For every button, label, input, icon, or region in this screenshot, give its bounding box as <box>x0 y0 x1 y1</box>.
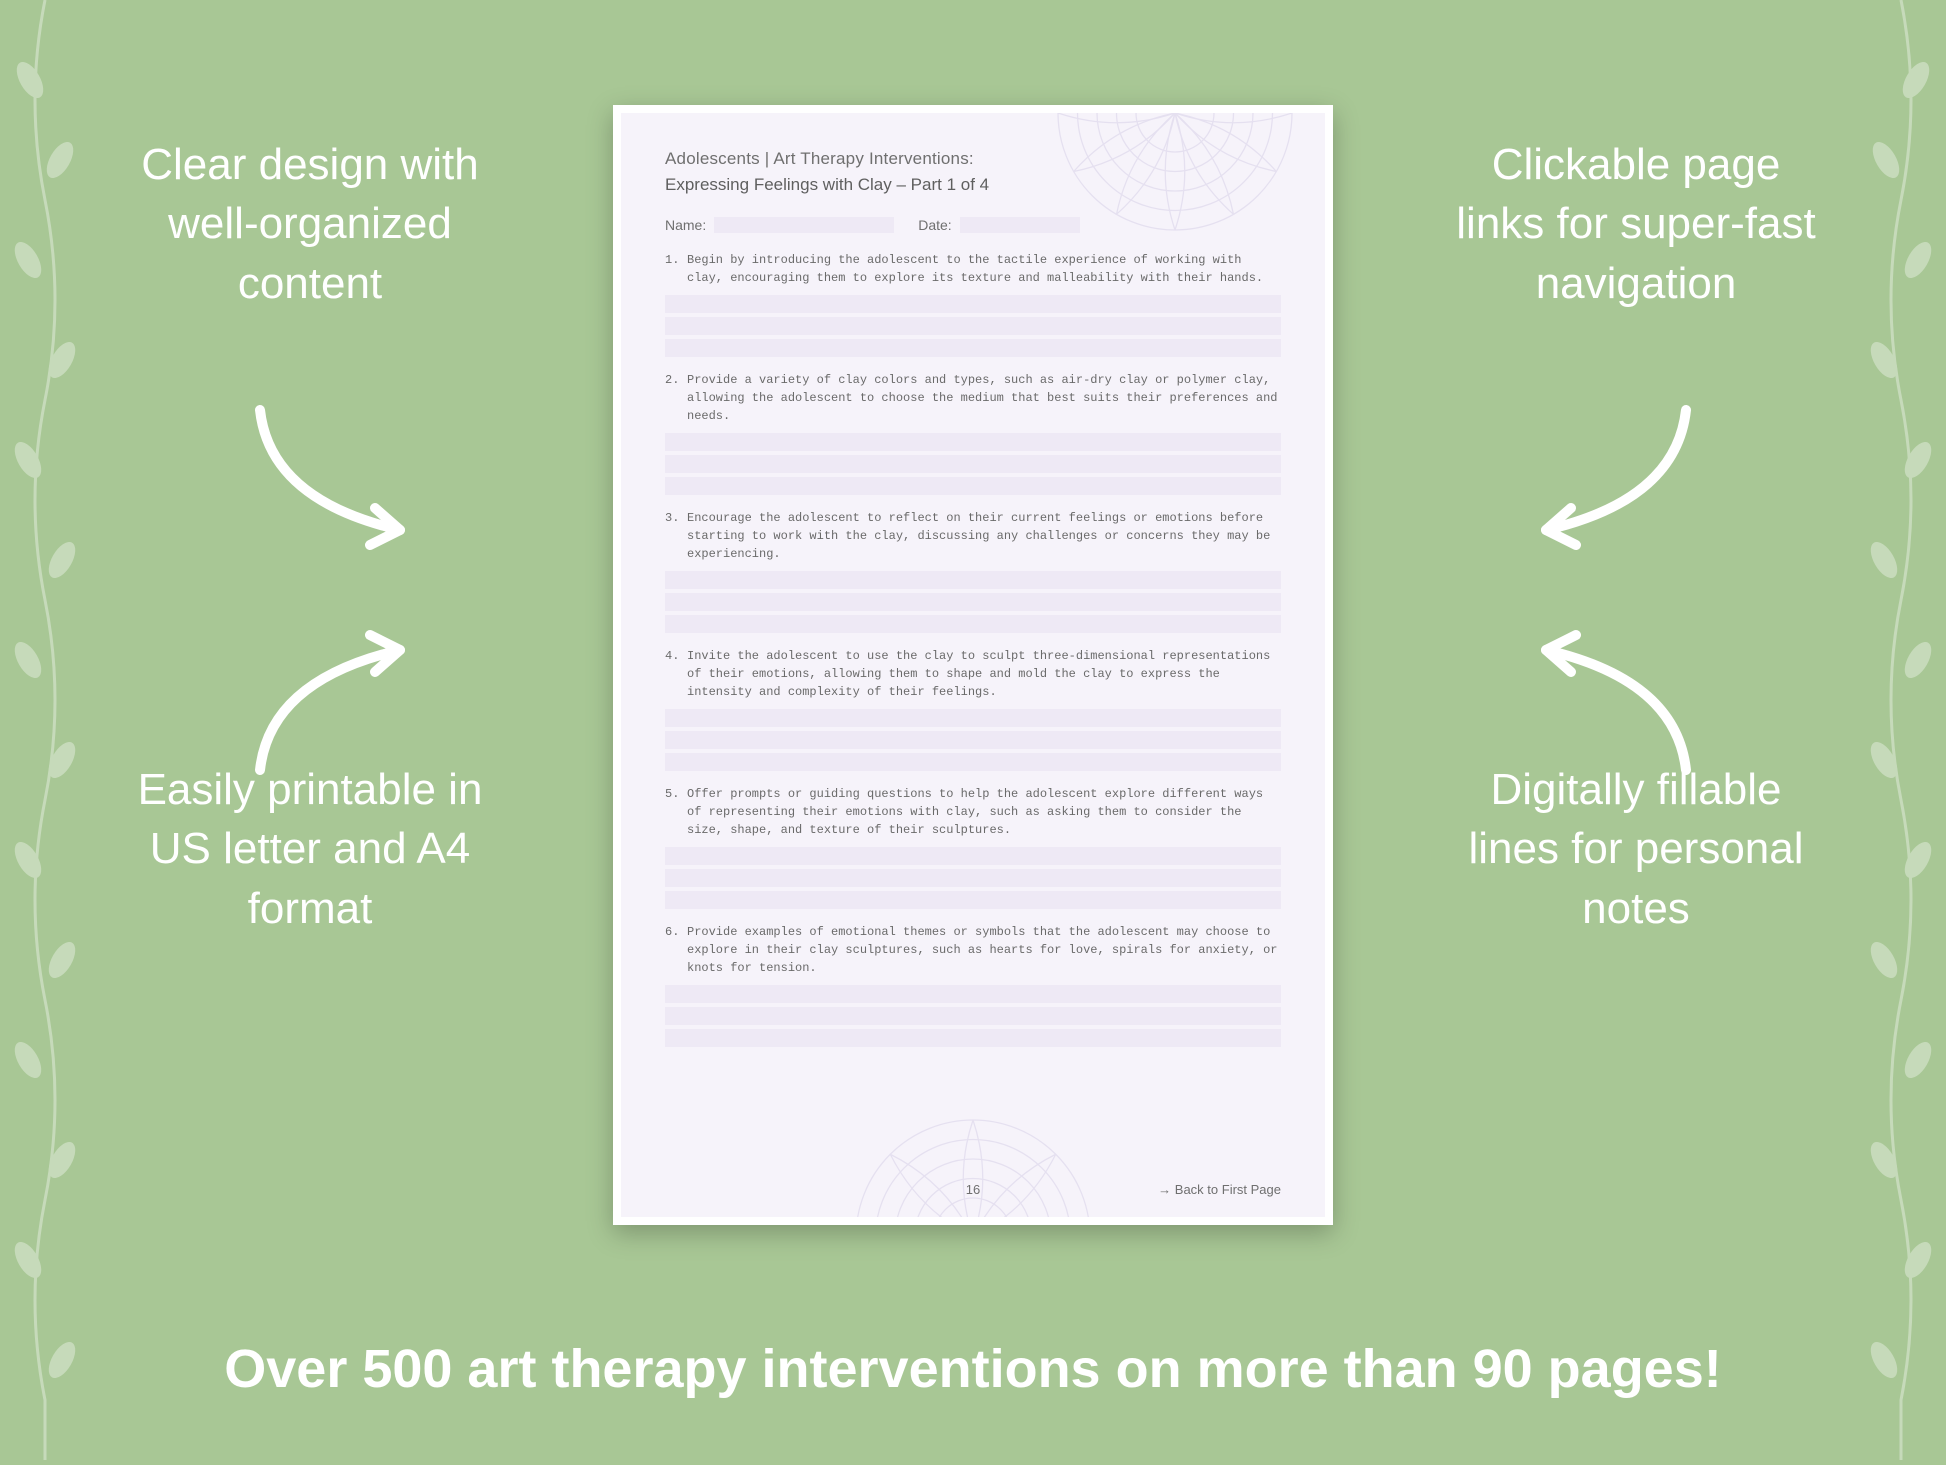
fillable-line[interactable] <box>665 571 1281 589</box>
fillable-line[interactable] <box>665 339 1281 357</box>
instruction-item: Offer prompts or guiding questions to he… <box>665 785 1281 909</box>
fillable-line[interactable] <box>665 891 1281 909</box>
instruction-text: Begin by introducing the adolescent to t… <box>687 253 1263 285</box>
bottom-banner: Over 500 art therapy interventions on mo… <box>0 1338 1946 1400</box>
fillable-line[interactable] <box>665 753 1281 771</box>
fillable-line[interactable] <box>665 433 1281 451</box>
callout-top-left: Clear design with well-organized content <box>120 135 500 313</box>
instruction-item: Provide examples of emotional themes or … <box>665 923 1281 1047</box>
instruction-text: Invite the adolescent to use the clay to… <box>687 649 1270 699</box>
instruction-list: Begin by introducing the adolescent to t… <box>665 251 1281 1047</box>
instruction-text: Provide a variety of clay colors and typ… <box>687 373 1278 423</box>
name-field: Name: <box>665 217 894 233</box>
date-field: Date: <box>918 217 1079 233</box>
fillable-lines[interactable] <box>665 985 1281 1047</box>
arrow-top-left <box>240 400 440 565</box>
fillable-line[interactable] <box>665 593 1281 611</box>
instruction-item: Encourage the adolescent to reflect on t… <box>665 509 1281 633</box>
decorative-vine-left <box>0 0 90 1460</box>
name-date-row: Name: Date: <box>665 217 1281 233</box>
fillable-lines[interactable] <box>665 847 1281 909</box>
fillable-line[interactable] <box>665 317 1281 335</box>
fillable-lines[interactable] <box>665 433 1281 495</box>
fillable-line[interactable] <box>665 869 1281 887</box>
arrow-bottom-left <box>240 620 440 785</box>
fillable-line[interactable] <box>665 847 1281 865</box>
date-label: Date: <box>918 217 951 233</box>
worksheet-page: Adolescents | Art Therapy Interventions:… <box>613 105 1333 1225</box>
page-category: Adolescents | Art Therapy Interventions: <box>665 149 1281 169</box>
fillable-lines[interactable] <box>665 571 1281 633</box>
back-to-first-link[interactable]: → Back to First Page <box>1158 1182 1281 1197</box>
page-footer: 16 → Back to First Page <box>665 1182 1281 1197</box>
fillable-line[interactable] <box>665 709 1281 727</box>
page-title: Expressing Feelings with Clay – Part 1 o… <box>665 175 1281 195</box>
date-input[interactable] <box>960 217 1080 233</box>
arrow-top-right <box>1506 400 1706 565</box>
fillable-line[interactable] <box>665 477 1281 495</box>
callout-top-right: Clickable page links for super-fast navi… <box>1446 135 1826 313</box>
fillable-lines[interactable] <box>665 295 1281 357</box>
instruction-item: Begin by introducing the adolescent to t… <box>665 251 1281 357</box>
name-label: Name: <box>665 217 706 233</box>
fillable-line[interactable] <box>665 1007 1281 1025</box>
mandala-decoration-bottom <box>843 1107 1103 1225</box>
name-input[interactable] <box>714 217 894 233</box>
fillable-line[interactable] <box>665 455 1281 473</box>
instruction-item: Invite the adolescent to use the clay to… <box>665 647 1281 771</box>
instruction-item: Provide a variety of clay colors and typ… <box>665 371 1281 495</box>
arrow-bottom-right <box>1506 620 1706 785</box>
fillable-lines[interactable] <box>665 709 1281 771</box>
callout-bottom-right: Digitally fillable lines for personal no… <box>1446 760 1826 938</box>
fillable-line[interactable] <box>665 731 1281 749</box>
callout-bottom-left: Easily printable in US letter and A4 for… <box>120 760 500 938</box>
instruction-text: Offer prompts or guiding questions to he… <box>687 787 1263 837</box>
page-number: 16 <box>966 1182 980 1197</box>
fillable-line[interactable] <box>665 1029 1281 1047</box>
fillable-line[interactable] <box>665 985 1281 1003</box>
fillable-line[interactable] <box>665 615 1281 633</box>
instruction-text: Provide examples of emotional themes or … <box>687 925 1278 975</box>
fillable-line[interactable] <box>665 295 1281 313</box>
decorative-vine-right <box>1856 0 1946 1460</box>
instruction-text: Encourage the adolescent to reflect on t… <box>687 511 1270 561</box>
